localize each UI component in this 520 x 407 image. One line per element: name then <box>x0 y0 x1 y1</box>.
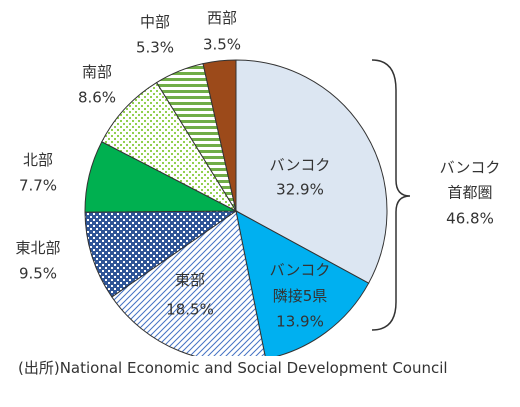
slice-label: 東部 <box>175 271 205 289</box>
slice-label: バンコク隣接5県 <box>270 261 331 305</box>
annotation: 46.8% <box>446 210 494 228</box>
pie-slice <box>84 210 238 298</box>
chart: バンコク 首都圏 46.8% バンコク 32.9% バンコク隣接5県 13.9% 東部 1… <box>15 9 501 356</box>
annotation: 首都圏 <box>447 184 492 202</box>
slice-label: 東北部 <box>15 239 60 257</box>
slice-label: バンコク <box>270 156 331 174</box>
slice-label: 中部 <box>140 13 170 31</box>
value-label: 18.5% <box>166 301 214 319</box>
pie-slice <box>235 59 388 284</box>
slice-label: 西部 <box>207 9 237 27</box>
value-label: 8.6% <box>78 89 116 107</box>
slice-label: 南部 <box>82 63 112 81</box>
value-label: 13.9% <box>276 313 324 331</box>
pie-slice <box>202 59 237 212</box>
value-label: 7.7% <box>19 177 57 195</box>
value-label: 5.3% <box>136 39 174 57</box>
source: (出所)National Economic and Social Develop… <box>18 359 448 377</box>
brace <box>371 59 411 331</box>
annotation: バンコク <box>440 159 501 177</box>
pie-slice <box>111 210 266 356</box>
slice-label: 北部 <box>23 151 53 169</box>
value-label: 32.9% <box>276 181 324 199</box>
value-label: 9.5% <box>19 265 57 283</box>
pie-slice <box>235 210 370 356</box>
value-label: 3.5% <box>203 36 241 54</box>
